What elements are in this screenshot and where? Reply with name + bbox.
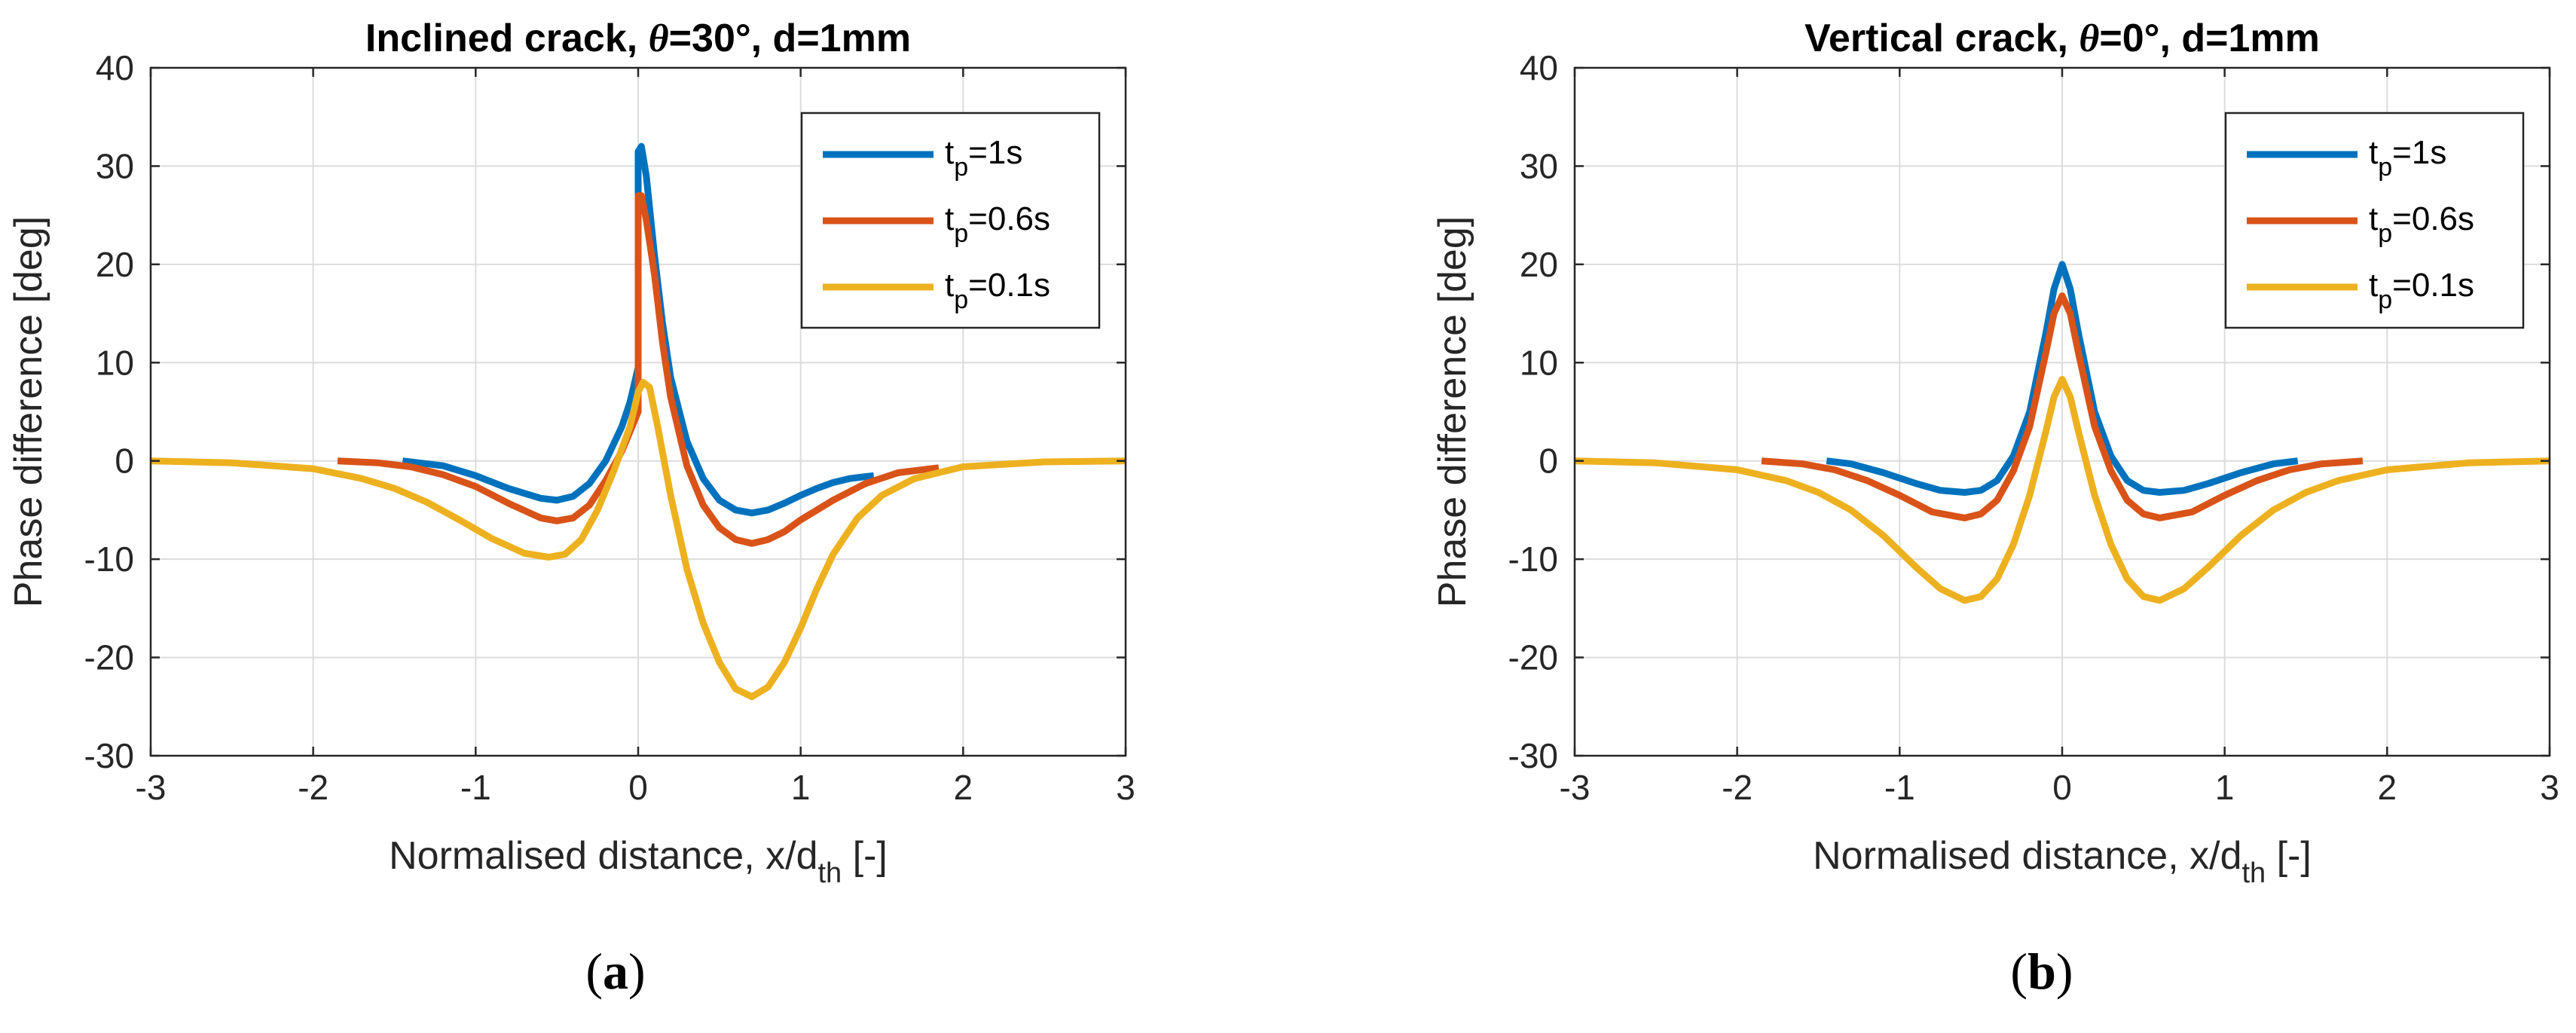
legend-label-t_p=0.1s: tp=0.1s [2369, 267, 2474, 314]
legend-label-end: =0.1s [2392, 267, 2474, 304]
series-line-t_p=0.6s [1761, 292, 2364, 521]
legend-label-end: =1s [968, 134, 1022, 171]
series-line-t_p=0.6s [337, 192, 940, 547]
y-tick-label: 20 [96, 245, 134, 284]
legend-label-sub: p [2378, 153, 2392, 182]
legend-label-main: t [945, 134, 954, 171]
y-axis-label: Phase difference [deg] [7, 216, 50, 607]
legend-label-end: =0.6s [2392, 200, 2474, 237]
xlabel-main: Normalised distance, x/d [1813, 834, 2241, 878]
x-tick-label: -3 [136, 768, 167, 807]
x-tick-label: 1 [2215, 768, 2235, 807]
legend-label-sub: p [2378, 219, 2392, 248]
legend-label-t_p=1s: tp=1s [2369, 134, 2446, 182]
title-theta: θ [649, 17, 669, 60]
y-tick-label: 10 [1520, 343, 1558, 382]
y-tick-label: 20 [1520, 245, 1558, 284]
y-tick-label: 30 [96, 146, 134, 185]
x-tick-label: 0 [2052, 768, 2072, 807]
x-tick-label: -1 [1884, 768, 1915, 807]
legend-label-main: t [2369, 134, 2378, 171]
title-prefix: Vertical crack, [1804, 17, 2079, 60]
x-tick-label: 3 [2540, 768, 2559, 807]
y-tick-label: 40 [1520, 48, 1558, 87]
xlabel-subscript: th [2241, 857, 2266, 889]
y-axis-label: Phase difference [deg] [1431, 216, 1474, 607]
y-tick-label: 10 [96, 343, 134, 382]
series-line-t_p=1s [1826, 261, 2299, 496]
panel-label-b: (b) [2010, 943, 2073, 1000]
y-tick-label: -30 [84, 736, 134, 775]
y-tick-label: -20 [1508, 638, 1558, 677]
legend-label-sub: p [2378, 286, 2392, 314]
legend-label-end: =0.6s [968, 200, 1050, 237]
x-tick-label: 1 [791, 768, 811, 807]
y-tick-label: -10 [84, 539, 134, 579]
title-suffix: =30°, d=1mm [669, 17, 911, 60]
legend-label-t_p=1s: tp=1s [945, 134, 1022, 182]
series-line-t_p=1s [402, 142, 875, 517]
legend-label-t_p=0.6s: tp=0.6s [2369, 200, 2474, 248]
legend-label-sub: p [954, 153, 968, 182]
x-tick-label: -1 [460, 768, 491, 807]
legend-label-main: t [945, 267, 954, 304]
y-tick-label: -30 [1508, 736, 1558, 775]
x-tick-label: -2 [298, 768, 328, 807]
legend-label-sub: p [954, 286, 968, 314]
y-tick-label: 40 [96, 48, 134, 87]
legend-label-end: =0.1s [968, 267, 1050, 304]
series-line-t_p=0.1s [1574, 376, 2550, 604]
y-tick-label: 0 [115, 442, 134, 481]
legend-label-end: =1s [2392, 134, 2446, 171]
xlabel-subscript: th [817, 857, 842, 889]
chart-title: Inclined crack, θ=30°, d=1mm [365, 17, 911, 60]
x-tick-label: 3 [1116, 768, 1135, 807]
title-suffix: =0°, d=1mm [2099, 17, 2320, 60]
legend-label-main: t [945, 200, 954, 237]
x-tick-label: -2 [1722, 768, 1752, 807]
series-line-t_p=0.1s [150, 378, 1126, 701]
y-tick-label: 30 [1520, 146, 1558, 185]
x-tick-label: 0 [628, 768, 648, 807]
chart-title: Vertical crack, θ=0°, d=1mm [1804, 17, 2320, 60]
x-tick-label: -3 [1560, 768, 1591, 807]
xlabel-end: [-] [842, 834, 888, 878]
xlabel-end: [-] [2266, 834, 2312, 878]
title-prefix: Inclined crack, [365, 17, 649, 60]
y-tick-label: 0 [1539, 442, 1558, 481]
x-tick-label: 2 [2378, 768, 2397, 807]
legend-label-main: t [2369, 200, 2378, 237]
y-tick-label: -10 [1508, 539, 1558, 579]
x-tick-label: 2 [954, 768, 973, 807]
title-theta: θ [2079, 17, 2099, 60]
xlabel-main: Normalised distance, x/d [389, 834, 817, 878]
x-axis-label: Normalised distance, x/dth [-] [389, 834, 888, 889]
legend-label-sub: p [954, 219, 968, 248]
x-axis-label: Normalised distance, x/dth [-] [1813, 834, 2312, 889]
legend-label-main: t [2369, 267, 2378, 304]
panel-label-a: (a) [585, 943, 646, 1000]
y-tick-label: -20 [84, 638, 134, 677]
legend-label-t_p=0.6s: tp=0.6s [945, 200, 1050, 248]
legend-label-t_p=0.1s: tp=0.1s [945, 267, 1050, 314]
